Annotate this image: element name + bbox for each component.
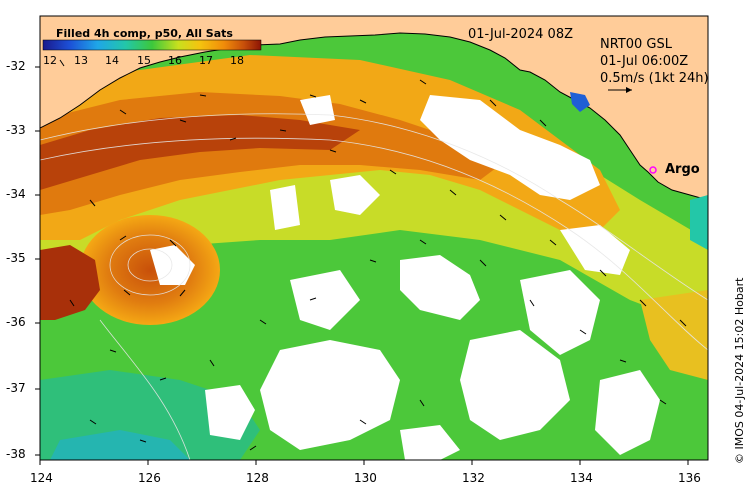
warm-region-west [40,245,100,320]
colorbar-tick-16: 16 [168,54,182,67]
x-tick-label: 134 [570,471,593,485]
sst-cool-patch-2 [50,430,190,460]
y-tick-label: -34 [6,187,26,201]
colorbar [42,39,262,51]
land-australia [40,16,708,201]
colorbar-tick-labels: 12 13 14 15 16 17 18 [43,54,261,68]
colorbar-tick-18: 18 [230,54,244,67]
plot-frame [39,15,709,461]
coastal-water-blue [570,92,590,112]
sst-band-red-brown [40,115,360,190]
coastal-water-cyan [690,195,708,250]
map-plot-area [40,16,708,460]
cloud-mask [150,95,660,460]
y-tick-label: -33 [6,123,26,137]
x-tick-label: 132 [462,471,485,485]
x-tick-label: 128 [246,471,269,485]
vector-scale-arrow [608,87,632,93]
map-datetime: 01-Jul-2024 08Z [468,27,573,42]
colorbar-tick-17: 17 [199,54,213,67]
colorbar-tick-15: 15 [137,54,151,67]
argo-label: Argo [665,162,700,177]
current-time: 01-Jul 06:00Z [600,54,689,69]
x-tick-label: 124 [30,471,53,485]
colorbar-tick-12: 12 [43,54,57,67]
axis-ticks [35,66,689,465]
colorbar-gradient [42,39,262,51]
colorbar-title: Filled 4h comp, p50, All Sats [56,27,233,40]
warm-eddy [80,215,220,325]
x-tick-label: 126 [138,471,161,485]
y-tick-label: -37 [6,381,26,395]
argo-marker [649,166,657,174]
current-vectors [59,59,687,451]
sst-warm-southeast [640,290,708,380]
x-tick-label: 136 [678,471,701,485]
x-tick-label: 130 [354,471,377,485]
vector-scale-label: 0.5m/s (1kt 24h) [600,71,709,86]
current-source: NRT00 GSL [600,37,672,52]
colorbar-tick-13: 13 [74,54,88,67]
current-info: NRT00 GSL 01-Jul 06:00Z 0.5m/s (1kt 24h) [600,36,709,87]
y-tick-label: -36 [6,315,26,329]
y-tick-label: -35 [6,251,26,265]
imos-credit: © IMOS 04-Jul-2024 15:02 Hobart [733,277,746,464]
bathymetry-contours [40,113,708,460]
y-tick-label: -38 [6,447,26,461]
colorbar-tick-14: 14 [105,54,119,67]
y-tick-label: -32 [6,59,26,73]
